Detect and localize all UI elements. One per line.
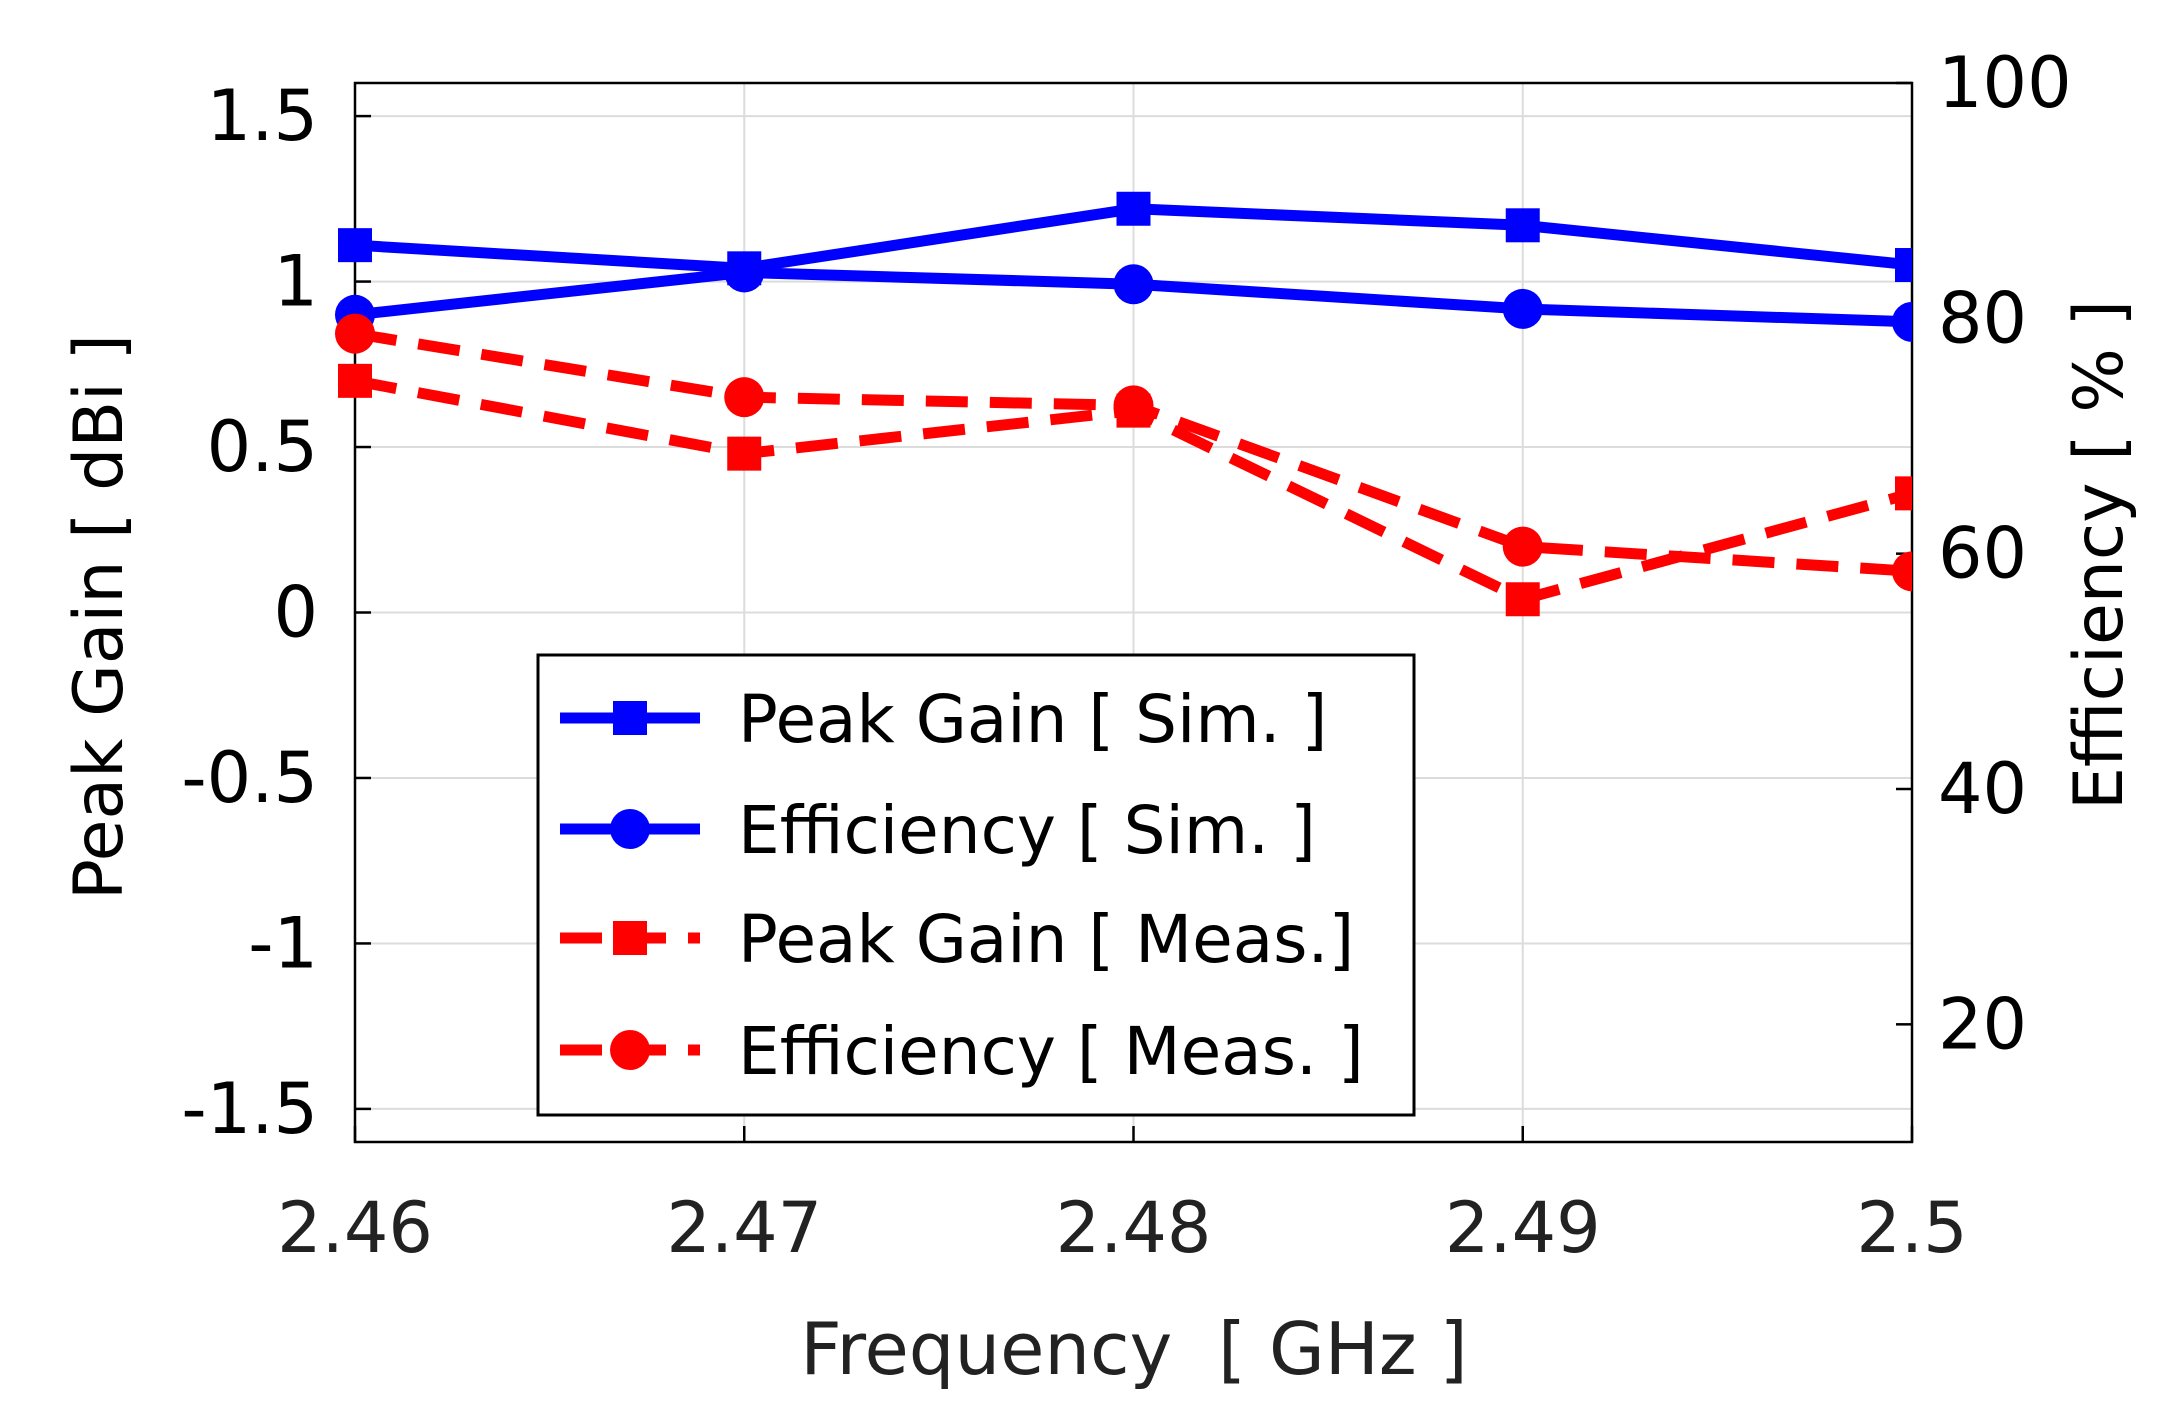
legend-marker bbox=[610, 809, 650, 849]
x-tick-label: 2.5 bbox=[1856, 1187, 1967, 1269]
data-point bbox=[335, 313, 375, 354]
y-right-tick-label: 20 bbox=[1938, 983, 2027, 1065]
data-point bbox=[338, 228, 372, 263]
y-left-tick-label: 1 bbox=[273, 241, 318, 323]
y-left-tick-label: -0.5 bbox=[181, 737, 318, 819]
data-point bbox=[724, 252, 765, 293]
legend-marker bbox=[613, 921, 647, 955]
data-point bbox=[727, 436, 762, 471]
y-axis-left-title: Peak Gain [ dBi ] bbox=[60, 334, 139, 900]
x-axis-title: Frequency [ GHz ] bbox=[800, 1307, 1467, 1391]
data-point bbox=[1895, 476, 1912, 511]
y-left-tick-label: -1.5 bbox=[181, 1068, 318, 1150]
y-right-tick-label: 80 bbox=[1938, 277, 2027, 359]
legend-marker bbox=[613, 701, 647, 735]
legend: Peak Gain [ Sim. ] Efficiency [ Sim. ] Pea… bbox=[536, 653, 1416, 1117]
data-point bbox=[1892, 301, 1912, 342]
y-right-tick-label: 60 bbox=[1938, 513, 2027, 595]
x-tick-label: 2.48 bbox=[1056, 1187, 1212, 1269]
series-4 bbox=[335, 313, 1912, 592]
data-point bbox=[1113, 264, 1154, 305]
y-left-tick-label: -1 bbox=[248, 902, 318, 984]
y-right-tick-label: 40 bbox=[1938, 748, 2027, 830]
y-left-tick-label: 1.5 bbox=[207, 75, 318, 157]
y-axis-right-title: Efficiency [ % ] bbox=[2060, 300, 2139, 810]
legend-label: Peak Gain [ Meas.] bbox=[738, 901, 1354, 978]
legend-label: Efficiency [ Meas. ] bbox=[738, 1013, 1364, 1090]
y-right-tick-label: 100 bbox=[1938, 42, 2072, 124]
data-point bbox=[1505, 208, 1540, 243]
tick-labels: 2.46 2.47 2.48 2.49 2.5 -1.5 -1 -0.5 0 0.5 1 1.5 20 4… bbox=[181, 42, 2071, 1269]
y-left-tick-label: 0 bbox=[273, 572, 318, 654]
legend-label: Efficiency [ Sim. ] bbox=[738, 792, 1316, 869]
data-point bbox=[1895, 248, 1912, 283]
x-tick-label: 2.46 bbox=[277, 1187, 433, 1269]
x-tick-label: 2.47 bbox=[666, 1187, 822, 1269]
x-tick-label: 2.49 bbox=[1445, 1187, 1601, 1269]
series bbox=[335, 191, 1912, 617]
legend-marker bbox=[610, 1030, 650, 1070]
data-point bbox=[338, 363, 372, 398]
data-point bbox=[1502, 526, 1543, 567]
legend-box bbox=[536, 653, 1416, 1117]
data-point bbox=[1892, 551, 1912, 592]
y-left-tick-label: 0.5 bbox=[207, 406, 318, 488]
data-point bbox=[1113, 385, 1154, 426]
data-point bbox=[1116, 191, 1151, 226]
legend-label: Peak Gain [ Sim. ] bbox=[738, 681, 1327, 758]
data-point bbox=[1502, 288, 1543, 329]
data-point bbox=[1505, 582, 1540, 617]
data-point bbox=[724, 377, 765, 418]
